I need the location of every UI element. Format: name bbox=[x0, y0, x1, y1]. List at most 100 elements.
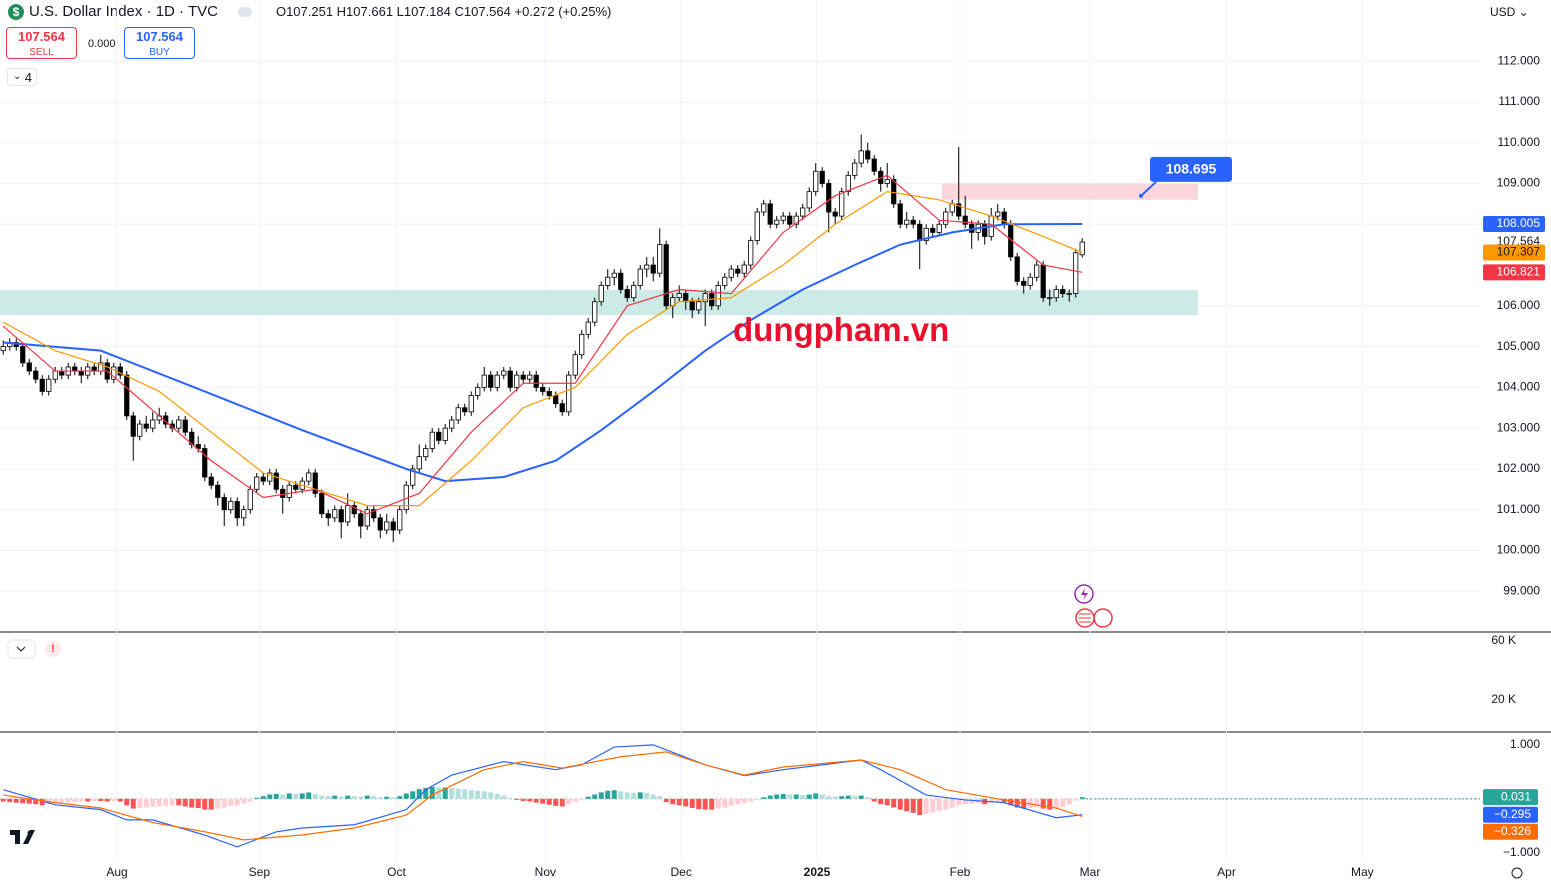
histogram-bar bbox=[501, 795, 507, 799]
histogram-bar bbox=[345, 795, 351, 799]
histogram-bar bbox=[1034, 798, 1040, 807]
candle-body bbox=[494, 374, 500, 388]
histogram-bar bbox=[631, 792, 637, 799]
candle-body bbox=[917, 223, 923, 241]
histogram-bar bbox=[800, 795, 806, 799]
y-tick-label: 103.000 bbox=[1497, 420, 1541, 434]
pane-toggle[interactable] bbox=[7, 639, 36, 659]
candle-body bbox=[1060, 289, 1066, 294]
histogram-bar bbox=[559, 798, 565, 807]
candle-body bbox=[722, 276, 728, 286]
histogram-bar bbox=[930, 798, 936, 813]
callout-box bbox=[1150, 156, 1232, 182]
candle-body bbox=[598, 285, 604, 303]
candle-body bbox=[936, 223, 942, 233]
candle-body bbox=[624, 289, 630, 299]
candle-body bbox=[956, 203, 962, 217]
candle-body bbox=[72, 366, 78, 372]
histogram-bar bbox=[852, 796, 858, 799]
candle-body bbox=[507, 370, 513, 388]
y-tick-label: 102.000 bbox=[1497, 461, 1541, 475]
warning-icon[interactable] bbox=[45, 641, 61, 657]
x-tick-label: Nov bbox=[535, 865, 556, 879]
histogram-bar bbox=[234, 798, 240, 806]
event-flag[interactable] bbox=[1093, 608, 1113, 628]
candle-body bbox=[845, 174, 851, 193]
candle-body bbox=[923, 227, 929, 241]
candle-body bbox=[449, 419, 455, 429]
histogram-bar bbox=[624, 792, 630, 799]
histogram-bar bbox=[819, 794, 825, 799]
moving-average bbox=[2, 174, 1083, 515]
histogram-bar bbox=[949, 798, 955, 808]
candle-body bbox=[247, 488, 253, 511]
indicators-toggle[interactable]: ⌄ 4 bbox=[7, 68, 37, 86]
candle-body bbox=[33, 370, 39, 380]
candle-body bbox=[566, 374, 572, 413]
histogram-bar bbox=[605, 790, 611, 799]
candle-body bbox=[306, 472, 312, 482]
value-badge-label: −0.326 bbox=[1494, 824, 1531, 838]
histogram-bar bbox=[397, 796, 403, 799]
histogram-bar bbox=[319, 795, 325, 799]
histogram-bar bbox=[449, 788, 455, 799]
candle-body bbox=[1034, 264, 1040, 278]
symbol-title[interactable]: U.S. Dollar Index · 1D · TVC bbox=[29, 3, 218, 20]
histogram-bar bbox=[826, 796, 832, 799]
candle-body bbox=[858, 150, 864, 164]
price-badge bbox=[1483, 216, 1545, 233]
candle-body bbox=[254, 476, 260, 490]
candle-body bbox=[234, 501, 240, 519]
currency[interactable]: USD ⌄ bbox=[1490, 5, 1529, 19]
y-tick-label: 104.000 bbox=[1497, 380, 1541, 394]
collapse-button[interactable] bbox=[237, 6, 252, 17]
candle-body bbox=[221, 497, 227, 511]
histogram-bar bbox=[189, 798, 195, 808]
price-badge bbox=[1483, 264, 1545, 281]
histogram-bar bbox=[813, 793, 819, 799]
candle-body bbox=[390, 521, 396, 531]
candle-body bbox=[871, 158, 877, 172]
candle-body bbox=[143, 423, 149, 429]
candle-body bbox=[59, 370, 65, 376]
y-tick-label: 105.000 bbox=[1497, 339, 1541, 353]
candle-body bbox=[897, 203, 903, 225]
y-tick-label: 101.000 bbox=[1497, 502, 1541, 516]
histogram-bar bbox=[507, 797, 513, 799]
sell-price: 107.564 bbox=[18, 29, 65, 44]
candle-body bbox=[182, 419, 188, 433]
candle-body bbox=[325, 513, 331, 519]
value-badge-label: 0.031 bbox=[1501, 789, 1531, 803]
histogram-bar bbox=[332, 795, 338, 799]
buy-button[interactable]: 107.564 BUY bbox=[124, 27, 195, 59]
histogram-bar bbox=[741, 798, 747, 804]
buy-price: 107.564 bbox=[136, 29, 183, 44]
histogram-bar bbox=[436, 787, 442, 799]
histogram-bar bbox=[1073, 798, 1079, 801]
spread: 0.000 bbox=[88, 38, 116, 50]
sell-button[interactable]: 107.564 SELL bbox=[6, 27, 77, 59]
histogram-bar bbox=[293, 793, 299, 799]
candle-body bbox=[1073, 252, 1079, 294]
ohlc-values: O107.251 H107.661 L107.184 C107.564 +0.2… bbox=[275, 4, 612, 19]
candle-body bbox=[111, 366, 117, 380]
histogram-bar bbox=[104, 798, 110, 802]
candle-body bbox=[611, 272, 617, 278]
buy-label: BUY bbox=[149, 47, 170, 58]
price-badge-label: 106.821 bbox=[1497, 265, 1541, 279]
candle-body bbox=[468, 395, 474, 413]
candle-body bbox=[176, 419, 182, 429]
candle-body bbox=[910, 219, 916, 225]
warning-glyph: ! bbox=[51, 643, 55, 655]
y-tick-label: 1.000 bbox=[1510, 737, 1540, 751]
histogram-bar bbox=[689, 798, 695, 809]
histogram-bar bbox=[514, 798, 520, 800]
histogram-bar bbox=[1079, 797, 1085, 799]
settings-icon[interactable] bbox=[1511, 867, 1523, 879]
histogram-bar bbox=[494, 793, 500, 799]
candle-body bbox=[462, 407, 468, 413]
candle-body bbox=[800, 207, 806, 217]
histogram-bar bbox=[416, 789, 422, 799]
candle-body bbox=[351, 505, 357, 515]
